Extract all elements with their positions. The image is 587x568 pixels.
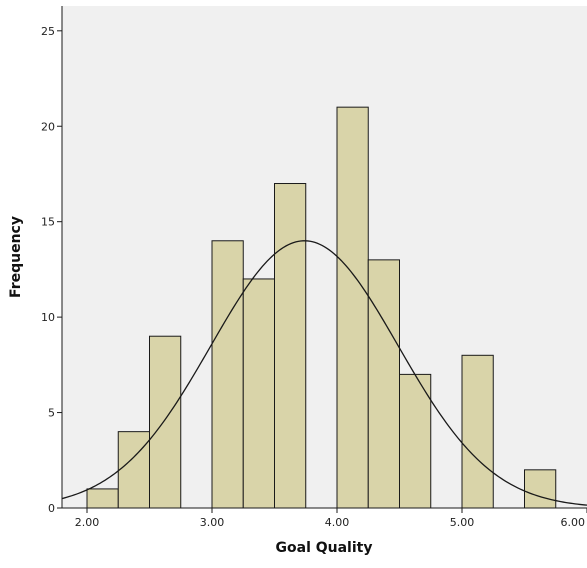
histogram-bar bbox=[461, 354, 494, 509]
x-tick-label: 2.00 bbox=[75, 516, 100, 529]
histogram-bar bbox=[117, 431, 150, 509]
y-tick-label: 20 bbox=[41, 120, 55, 133]
y-tick-label: 10 bbox=[41, 311, 55, 324]
histogram-bar bbox=[149, 335, 182, 509]
y-tick-label: 5 bbox=[48, 407, 55, 420]
histogram-bar bbox=[399, 373, 432, 509]
y-axis-title: Frequency bbox=[8, 216, 24, 298]
bars-layer bbox=[86, 106, 557, 509]
x-ticks-layer: 2.00 3.00 4.00 5.00 6.00 bbox=[75, 508, 587, 529]
histogram-bar bbox=[242, 278, 275, 509]
histogram-bar bbox=[274, 183, 307, 509]
normal-curve bbox=[61, 240, 587, 506]
histogram-bar bbox=[336, 106, 369, 509]
y-tick-label: 0 bbox=[48, 502, 55, 515]
x-tick-label: 3.00 bbox=[200, 516, 225, 529]
histogram-bar bbox=[211, 240, 244, 509]
y-tick-label: 25 bbox=[41, 25, 55, 38]
histogram-bar bbox=[524, 469, 557, 509]
histogram-bar bbox=[367, 259, 400, 509]
y-tick-label: 15 bbox=[41, 216, 55, 229]
x-tick-label: 5.00 bbox=[450, 516, 475, 529]
y-ticks-layer: 0 5 10 15 20 25 bbox=[41, 25, 62, 515]
histogram-bar bbox=[86, 488, 119, 509]
x-tick-label: 4.00 bbox=[325, 516, 350, 529]
x-tick-label: 6.00 bbox=[561, 516, 586, 529]
x-axis-title: Goal Quality bbox=[276, 540, 373, 556]
